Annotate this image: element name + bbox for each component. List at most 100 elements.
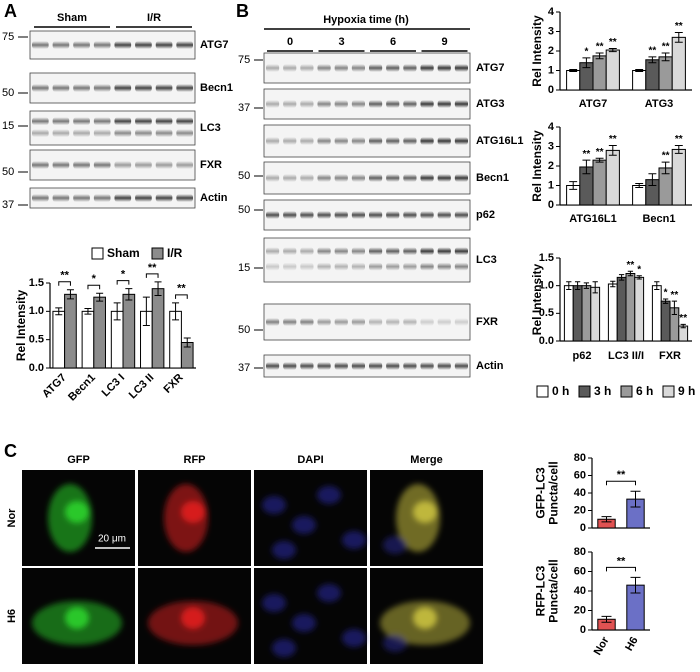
x-tick-label: LC3 I	[100, 372, 128, 400]
blot-band	[454, 318, 468, 326]
protein-label: ATG16L1	[476, 135, 523, 147]
y-tick-label: 80	[574, 546, 586, 558]
blot-band	[454, 137, 468, 145]
blot-frame	[29, 187, 196, 209]
blot-band	[266, 362, 280, 370]
significance: *	[664, 288, 668, 299]
blot-band	[114, 41, 132, 49]
bar	[632, 185, 647, 206]
error-bar	[618, 274, 625, 281]
significance: *	[121, 269, 126, 281]
blot-band	[351, 362, 365, 370]
error-bar	[582, 159, 591, 175]
blot-frame	[263, 88, 471, 120]
error-bar	[636, 275, 642, 280]
y-tick-label: 1	[548, 179, 554, 191]
blot-band	[266, 137, 280, 145]
blot-band	[32, 84, 49, 92]
column-header: Merge	[410, 454, 442, 466]
blot-band	[334, 211, 348, 219]
blot-frame	[263, 354, 471, 378]
significance: **	[596, 147, 604, 158]
blot-band	[135, 41, 152, 49]
protein-label: Becn1	[476, 172, 509, 184]
bar	[660, 300, 671, 342]
bar	[151, 288, 165, 369]
significance: **	[627, 260, 635, 271]
blot-band	[420, 211, 434, 219]
error-bar	[601, 516, 612, 523]
scale-label: 20 μm	[98, 534, 126, 545]
cell	[262, 584, 366, 657]
blot-title: Hypoxia time (h)	[323, 14, 409, 26]
significance: *	[92, 273, 97, 285]
y-axis-label: Rel Intensity	[530, 264, 544, 336]
y-tick-label: 2	[548, 160, 554, 172]
column-header: GFP	[67, 454, 90, 466]
panel-label: C	[4, 441, 17, 461]
bracket	[606, 566, 636, 572]
blot-band	[135, 84, 152, 92]
blot-band	[403, 318, 417, 326]
x-tick-label: ATG16L1	[569, 213, 616, 225]
cell	[383, 484, 440, 554]
error-bar	[608, 47, 617, 53]
legend-swatch	[620, 385, 633, 398]
blot-band	[437, 64, 451, 72]
error-bar	[630, 490, 641, 508]
bar	[93, 296, 106, 369]
significance: **	[609, 134, 617, 145]
blot-band	[266, 64, 280, 72]
error-bar	[583, 282, 590, 289]
y-tick-label: 20	[574, 504, 586, 516]
mw-marker: 50	[238, 324, 250, 336]
blot-band	[176, 194, 193, 202]
row-header: H6	[6, 609, 18, 623]
blot-group: I/R	[147, 12, 161, 24]
blot-band	[93, 117, 111, 126]
blot-band	[32, 161, 49, 169]
blot-band	[437, 211, 451, 219]
cell	[262, 486, 366, 559]
blot-band	[351, 262, 365, 271]
x-tick-label: p62	[573, 350, 592, 362]
blot-band	[386, 247, 400, 256]
blot-frame	[263, 161, 471, 195]
blot-band	[386, 318, 400, 326]
error-bar	[680, 323, 686, 329]
blot-band	[317, 137, 331, 145]
legend-label: 9 h	[678, 384, 695, 398]
x-tick-label: H6	[623, 635, 640, 653]
mw-marker: 37	[238, 362, 250, 374]
x-tick-label: FXR	[659, 350, 681, 362]
blot-band	[176, 129, 193, 138]
bar	[581, 285, 592, 342]
legend-swatch	[536, 385, 549, 398]
blot-band	[437, 100, 451, 108]
blot-band	[403, 262, 417, 271]
y-axis-label: Rel Intensity	[530, 15, 544, 87]
protein-label: FXR	[476, 316, 498, 328]
nucleus	[292, 516, 316, 534]
blot-band	[93, 194, 111, 202]
bracket	[58, 281, 71, 286]
legend-label: Sham	[107, 246, 140, 260]
blot-band	[369, 362, 383, 370]
nucleus	[317, 486, 341, 504]
error-bar	[648, 56, 657, 64]
blot-band	[114, 84, 132, 92]
blot-band	[351, 247, 365, 256]
blot-band	[317, 211, 331, 219]
bar	[625, 272, 636, 342]
error-bar	[172, 302, 180, 321]
blot-band	[403, 64, 417, 72]
blot-band	[386, 100, 400, 108]
blot-band	[283, 247, 297, 256]
blot-band	[283, 100, 297, 108]
legend-swatch	[578, 385, 591, 398]
significance: **	[617, 469, 626, 481]
error-bar	[125, 288, 133, 301]
nucleus	[272, 541, 296, 559]
y-tick-label: 0	[580, 624, 586, 636]
